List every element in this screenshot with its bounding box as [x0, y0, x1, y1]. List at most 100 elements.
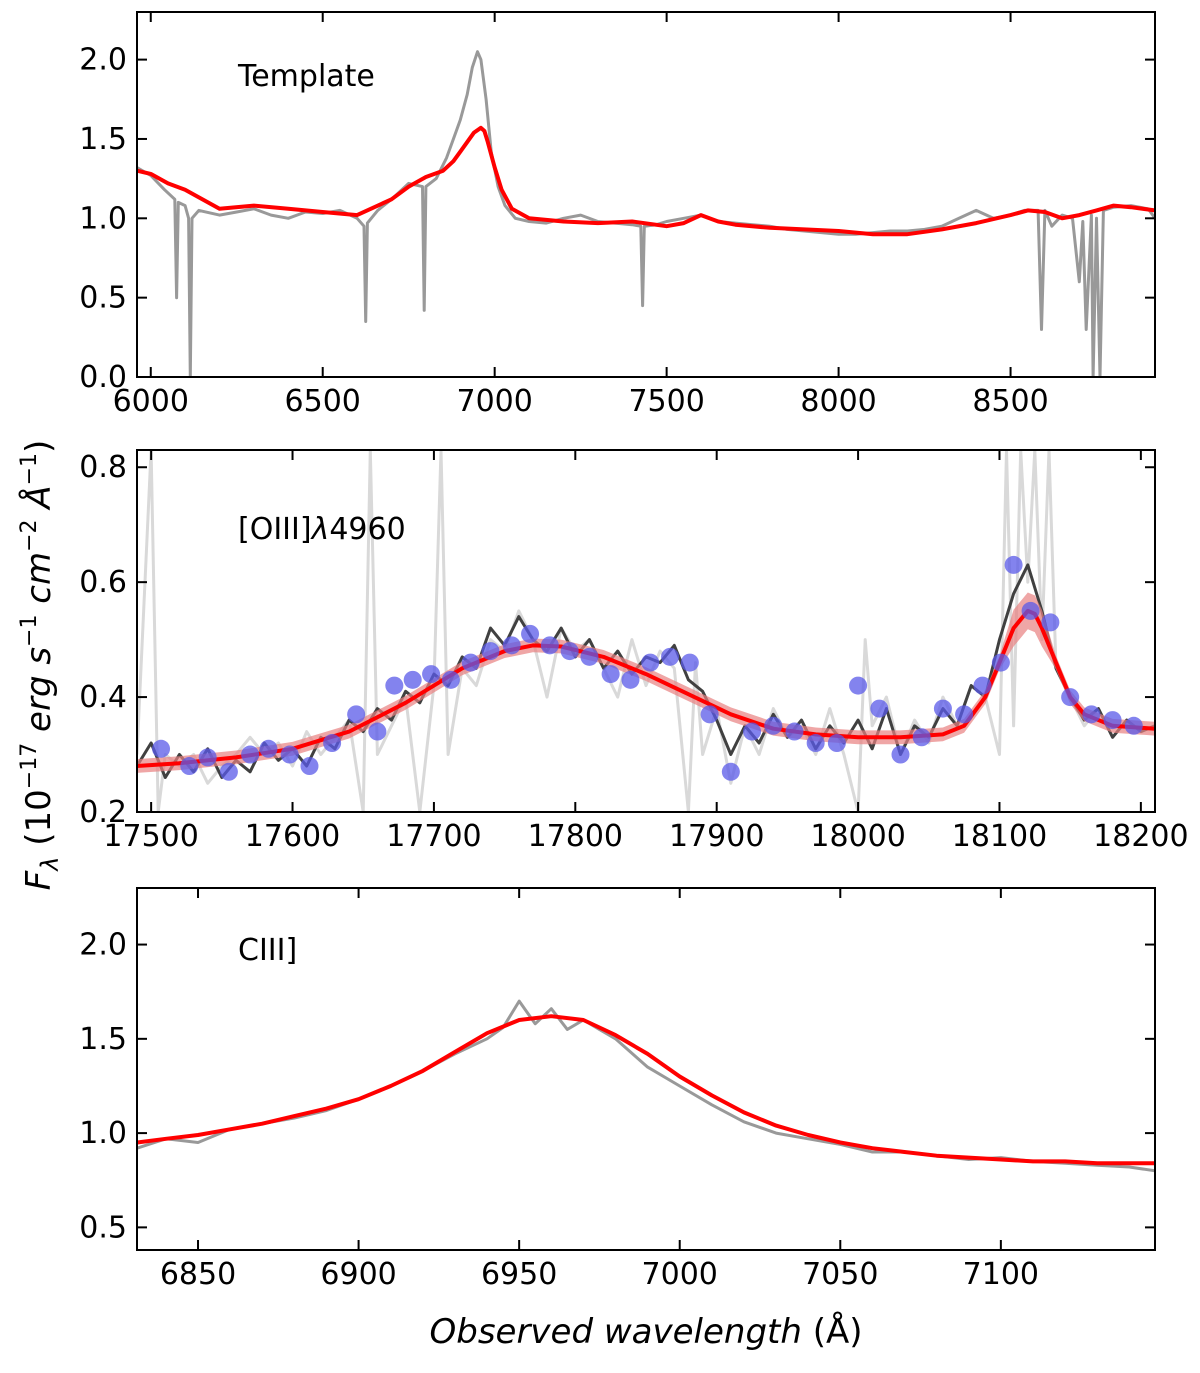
binned-point — [441, 670, 460, 689]
binned-point — [912, 728, 931, 747]
y-axis-label: Fλ (10−17 erg s−1 cm−2 Å−1) — [17, 440, 64, 891]
binned-point — [641, 653, 660, 672]
binned-point — [280, 745, 299, 764]
model-uncertainty-band — [137, 592, 1155, 773]
binned-point — [560, 642, 579, 661]
panel-label: [OIII]λ4960 — [238, 512, 406, 547]
ylabel-exp2: −1 — [17, 615, 42, 647]
x-axis-label: Observed wavelength (Å) — [429, 1311, 862, 1352]
xlabel-unit: (Å) — [802, 1311, 863, 1352]
binned-point — [540, 636, 559, 655]
binned-point — [601, 665, 620, 684]
ylabel-sub: λ — [36, 857, 64, 873]
axes-frame — [136, 449, 1156, 813]
x-tick-label: 17600 — [245, 819, 340, 854]
ylabel-f: F — [19, 870, 59, 890]
binned-point — [806, 734, 825, 753]
binned-point — [1061, 688, 1080, 707]
x-tick-label: 18000 — [810, 819, 905, 854]
binned-point — [743, 722, 762, 741]
x-tick-label: 18100 — [952, 819, 1047, 854]
binned-point — [1103, 711, 1122, 730]
panel-label: Template — [237, 59, 375, 94]
ylabel-unit3: Å — [18, 485, 59, 519]
series-observed-spectrum — [137, 999, 1155, 1173]
binned-point — [891, 745, 910, 764]
y-tick-label: 1.0 — [79, 201, 127, 236]
x-tick-label: 7500 — [628, 384, 704, 419]
y-tick-label: 0.4 — [79, 680, 127, 715]
ylabel-exp3: −2 — [17, 519, 42, 551]
binned-point — [849, 676, 868, 695]
binned-point — [955, 705, 974, 724]
y-tick-label: 2.0 — [79, 928, 127, 963]
x-tick-label: 6500 — [285, 384, 361, 419]
x-tick-label: 6000 — [113, 384, 189, 419]
binned-point — [1021, 601, 1040, 620]
plot-area — [137, 999, 1155, 1173]
binned-point — [1082, 705, 1101, 724]
y-tick-label: 0.2 — [79, 795, 127, 830]
binned-point — [933, 699, 952, 718]
x-tick-label: 6950 — [481, 1257, 557, 1292]
binned-point — [827, 734, 846, 753]
ciii-panel: 6850 6900 6950 7000 7050 7100 0.5 1.0 1.5 2.0 CIII… — [79, 887, 1156, 1292]
series-model-fit — [137, 1014, 1155, 1166]
binned-point — [219, 762, 238, 781]
x-tick-label: 7100 — [963, 1257, 1039, 1292]
y-tick-label: 0.0 — [79, 360, 127, 395]
binned-point — [991, 653, 1010, 672]
y-tick-label: 0.5 — [79, 1210, 127, 1245]
binned-point — [241, 745, 260, 764]
panel-label-post: 4960 — [329, 512, 405, 547]
template-panel: 6000 6500 7000 7500 8000 8500 0.0 0.5 1.0 1.5 2.0 T… — [79, 11, 1156, 419]
binned-point — [300, 757, 319, 776]
series-observed-spectrum — [137, 50, 1155, 377]
binned-point — [259, 739, 278, 758]
oiii-panel: 17500 17600 17700 17800 17900 18000 18100 18200… — [79, 449, 1189, 854]
x-tick-label: 17900 — [669, 819, 764, 854]
panel-label: CIII] — [238, 933, 297, 968]
binned-point — [422, 665, 441, 684]
ylabel-exp1: −17 — [17, 743, 42, 789]
panel-label-pre: [OIII] — [238, 512, 312, 547]
ylabel-close: ) — [19, 440, 59, 453]
xlabel-italic: Observed wavelength — [429, 1312, 801, 1352]
binned-point — [700, 705, 719, 724]
binned-point — [580, 647, 599, 666]
x-tick-label: 18200 — [1093, 819, 1188, 854]
x-tick-label: 7050 — [802, 1257, 878, 1292]
plot-area — [137, 450, 1155, 812]
x-tick-label: 6850 — [160, 1257, 236, 1292]
y-tick-label: 1.5 — [79, 122, 127, 157]
binned-point — [785, 722, 804, 741]
binned-point — [347, 705, 366, 724]
binned-point — [1124, 716, 1143, 735]
y-tick-label: 1.5 — [79, 1022, 127, 1057]
binned-point — [481, 642, 500, 661]
y-tick-label: 0.5 — [79, 281, 127, 316]
x-tick-label: 17500 — [103, 819, 198, 854]
binned-point — [198, 748, 217, 767]
binned-point — [152, 739, 171, 758]
binned-point — [1041, 613, 1060, 632]
y-tick-label: 0.8 — [79, 450, 127, 485]
x-tick-label: 8500 — [972, 384, 1048, 419]
binned-point — [180, 757, 199, 776]
binned-point — [621, 670, 640, 689]
ylabel-open: (10 — [19, 789, 59, 856]
axes-frame — [136, 887, 1156, 1251]
ylabel-unit2: cm — [19, 552, 59, 615]
binned-point — [721, 762, 740, 781]
x-tick-label: 17700 — [386, 819, 481, 854]
ylabel-exp4: −1 — [17, 453, 42, 485]
plot-area — [137, 50, 1155, 377]
y-tick-label: 2.0 — [79, 43, 127, 78]
y-tick-label: 0.6 — [79, 565, 127, 600]
panel-label-lambda: λ — [310, 512, 330, 547]
axes-frame — [136, 11, 1156, 378]
binned-point — [403, 670, 422, 689]
binned-point — [521, 624, 540, 643]
binned-point — [1004, 555, 1023, 574]
